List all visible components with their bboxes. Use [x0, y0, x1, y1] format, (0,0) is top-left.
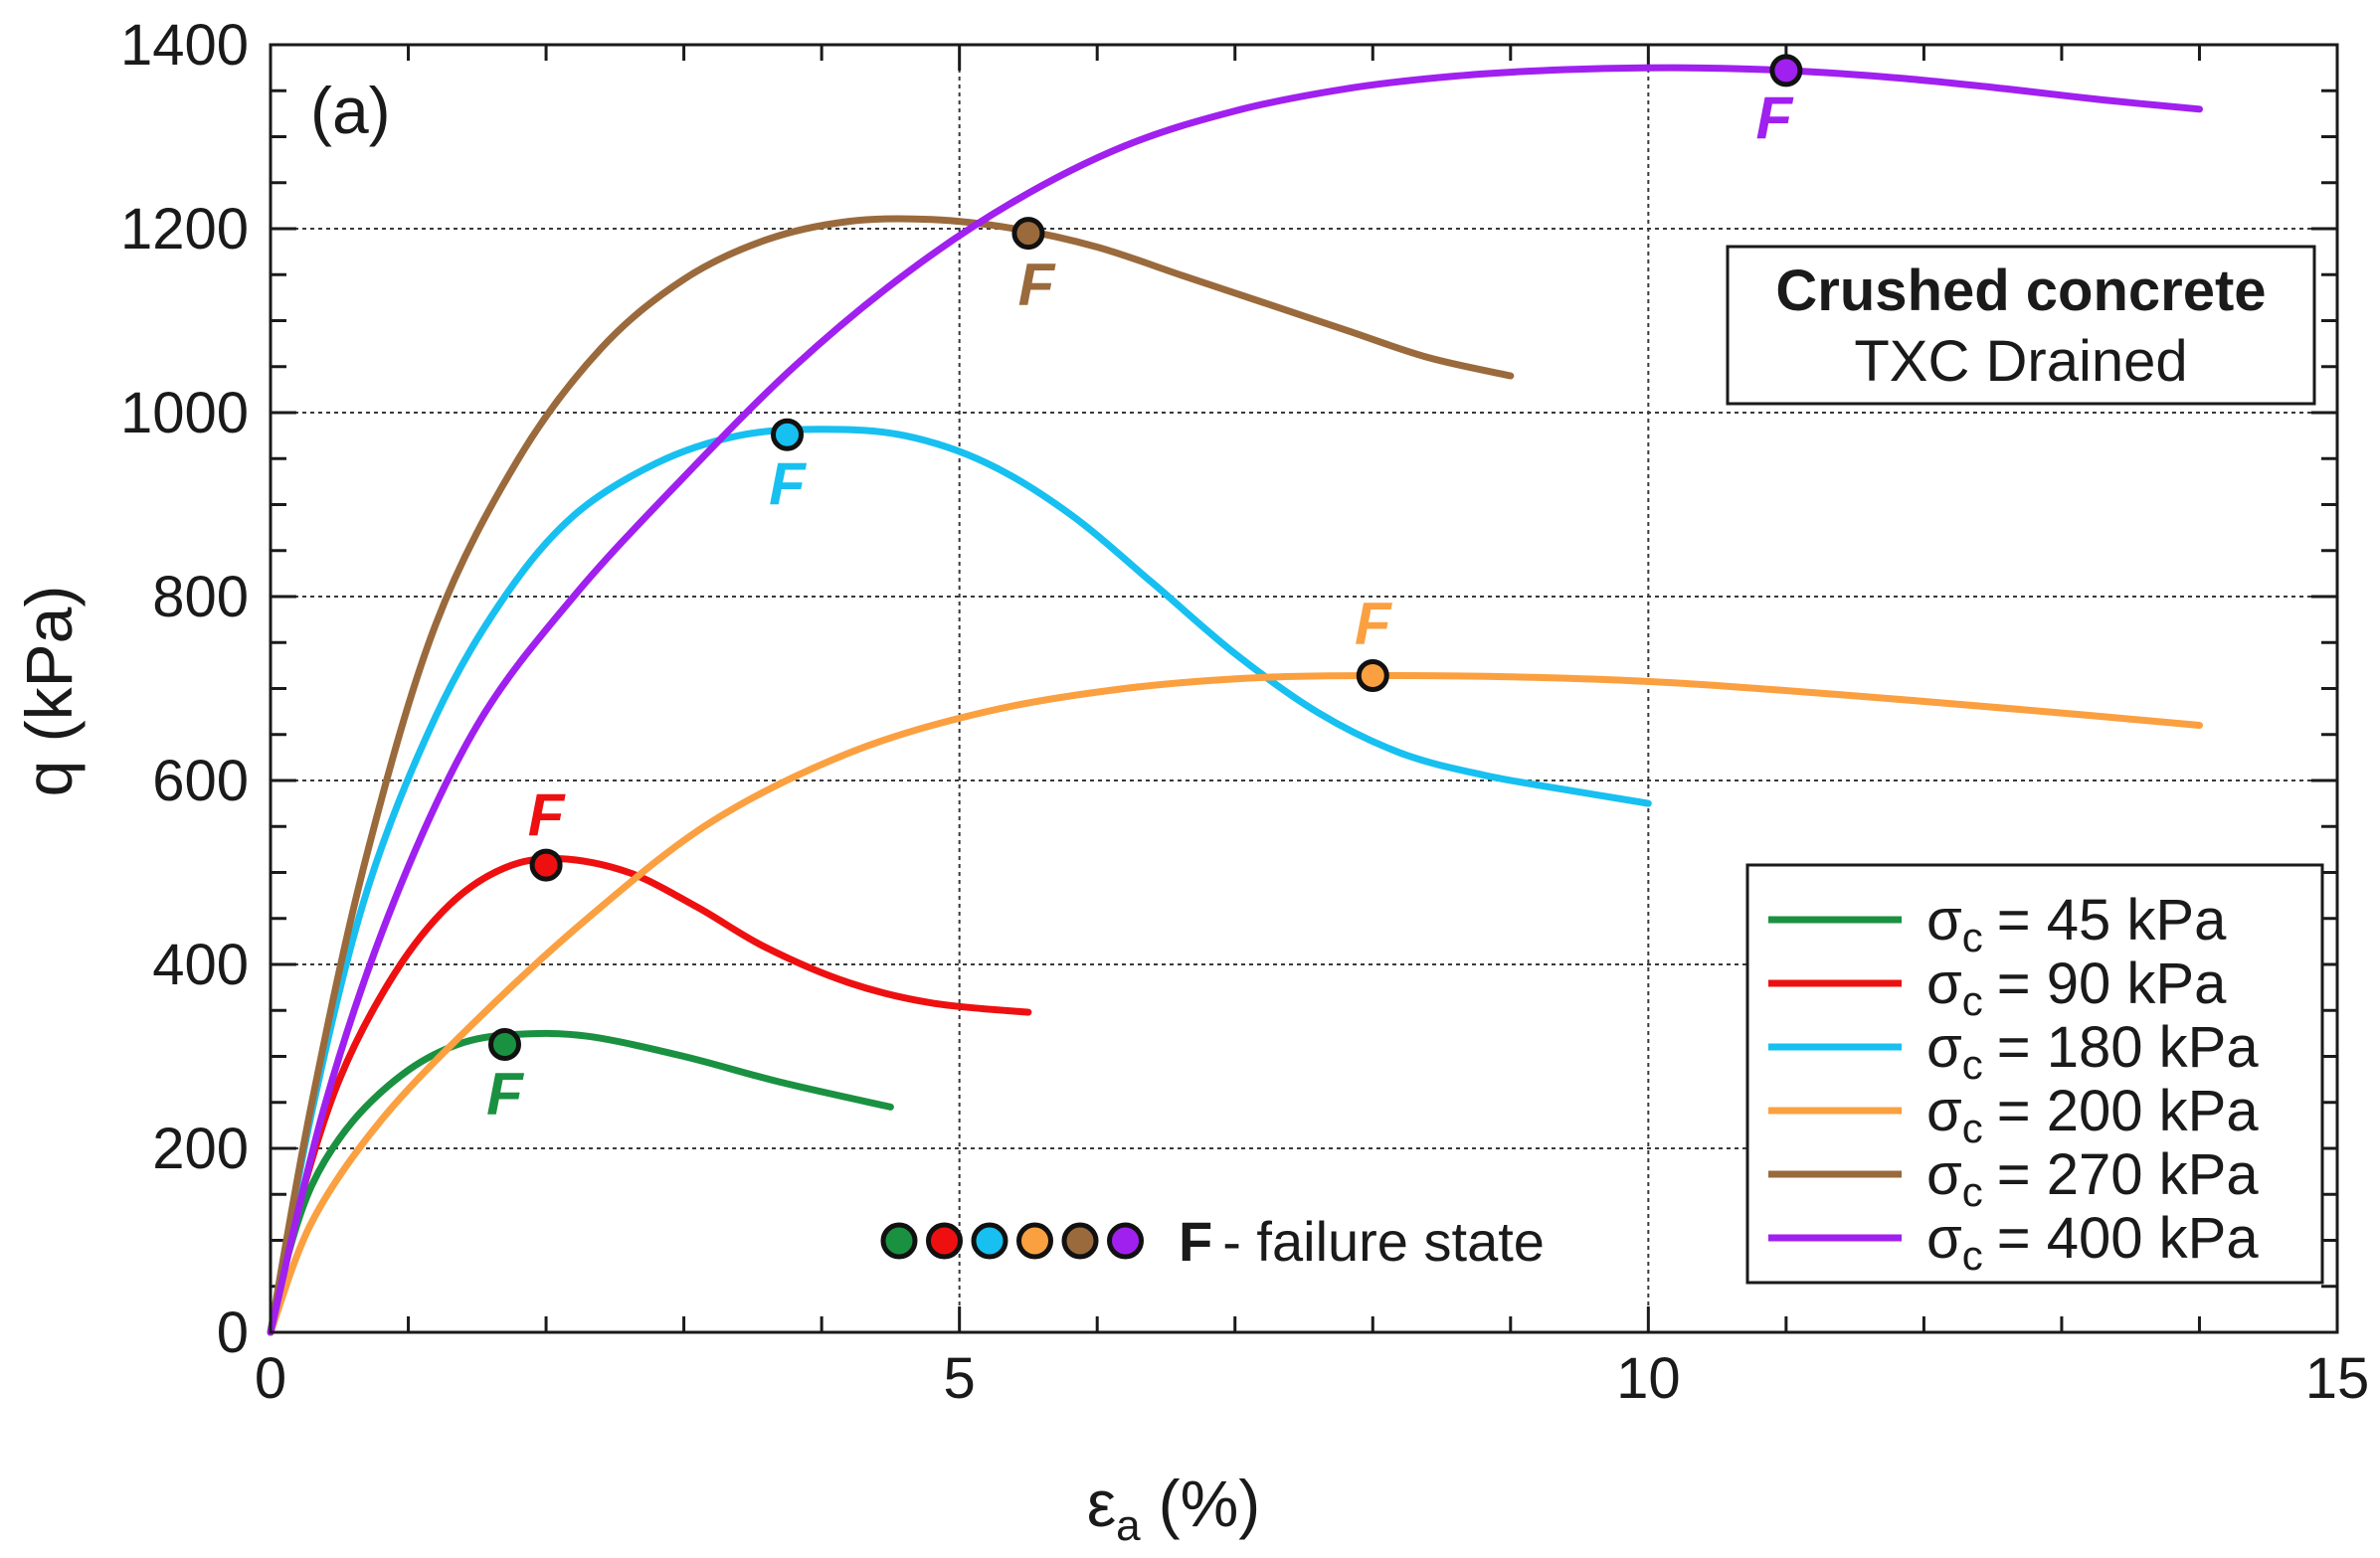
x-axis-subscript: a	[1116, 1501, 1141, 1550]
legend-value: = 270 kPa	[1997, 1142, 2260, 1207]
y-tick-label: 1000	[120, 381, 249, 445]
legend-sigma: σ	[1926, 952, 1962, 1016]
x-tick-label: 0	[255, 1346, 286, 1411]
chart-title: Crushed concrete	[1775, 259, 2266, 323]
title-box: Crushed concrete TXC Drained	[1726, 245, 2316, 406]
failure-markers: F F F F F F	[486, 54, 1803, 1126]
tick-labels: 0 5 10 15 0 200 400 600 800 1000 1200 1400	[120, 13, 2369, 1411]
legend-sigma: σ	[1926, 1142, 1962, 1207]
failure-label-5: F	[1018, 252, 1056, 318]
failure-note-dot-6	[1107, 1222, 1144, 1260]
legend-sigma: σ	[1926, 888, 1962, 952]
failure-point-5	[1011, 217, 1045, 251]
x-tick-label: 15	[2305, 1346, 2370, 1411]
panel-label: (a)	[310, 74, 391, 147]
legend-sigma-sub: c	[1962, 1041, 1983, 1088]
legend-frame	[1745, 863, 2324, 1285]
legend-sigma-sub: c	[1962, 1105, 1983, 1151]
failure-note: F- failure state	[880, 1210, 1545, 1273]
plot-frame	[269, 43, 2339, 1334]
legend-sigma: σ	[1926, 1015, 1962, 1080]
failure-point-3	[771, 418, 804, 451]
legend-value: = 90 kPa	[1997, 952, 2227, 1016]
legend-sigma-sub: c	[1962, 1168, 1983, 1215]
failure-note-dot-2	[926, 1222, 963, 1260]
failure-point-1	[488, 1027, 522, 1061]
failure-label-6: F	[1756, 85, 1794, 151]
legend-label-2: σc = 90 kPa	[1926, 952, 2227, 1024]
legend-label-4: σc = 200 kPa	[1926, 1079, 2259, 1151]
failure-note-label: - failure state	[1222, 1210, 1545, 1273]
x-axis-unit: (%)	[1159, 1467, 1261, 1540]
x-axis-title: εa (%)	[1087, 1467, 1261, 1550]
legend-label-3: σc = 180 kPa	[1926, 1015, 2259, 1088]
y-tick-label: 0	[217, 1300, 249, 1365]
legend-sigma-sub: c	[1962, 977, 1983, 1024]
failure-point-4	[1356, 659, 1389, 693]
x-tick-label: 5	[944, 1346, 976, 1411]
y-axis-title: q (kPa)	[12, 586, 86, 797]
legend-value: = 180 kPa	[1997, 1015, 2260, 1080]
y-tick-label: 800	[152, 565, 249, 629]
x-tick-label: 10	[1616, 1346, 1681, 1411]
series-line-3	[267, 426, 1652, 1336]
failure-label-2: F	[528, 781, 566, 848]
legend-label-5: σc = 270 kPa	[1926, 1142, 2259, 1215]
failure-point-6	[1769, 54, 1803, 87]
series-line-6	[267, 64, 2203, 1336]
failure-point-2	[529, 848, 563, 882]
legend-label-6: σc = 400 kPa	[1926, 1206, 2259, 1279]
legend-value: = 400 kPa	[1997, 1206, 2260, 1271]
failure-label-3: F	[769, 450, 807, 517]
y-tick-label: 1200	[120, 197, 249, 261]
legend-label-1: σc = 45 kPa	[1926, 888, 2227, 960]
legend-sigma-sub: c	[1962, 914, 1983, 960]
title-box-frame	[1726, 245, 2316, 406]
failure-note-dot-1	[880, 1222, 918, 1260]
failure-label-1: F	[486, 1060, 524, 1126]
failure-note-bold: F	[1179, 1210, 1212, 1273]
legend-value: = 200 kPa	[1997, 1079, 2260, 1143]
failure-note-text: F- failure state	[1179, 1210, 1545, 1273]
failure-note-dot-5	[1061, 1222, 1099, 1260]
y-tick-label: 600	[152, 749, 249, 813]
y-tick-label: 200	[152, 1117, 249, 1181]
chart-subtitle: TXC Drained	[1854, 329, 2187, 394]
failure-label-4: F	[1355, 591, 1392, 657]
series-line-5	[267, 215, 1515, 1336]
legend-sigma-sub: c	[1962, 1232, 1983, 1279]
legend-sigma: σ	[1926, 1206, 1962, 1271]
legend-value: = 45 kPa	[1997, 888, 2227, 952]
x-axis-symbol: ε	[1087, 1467, 1116, 1540]
failure-note-dot-4	[1016, 1222, 1053, 1260]
y-tick-label: 400	[152, 933, 249, 997]
failure-note-dot-3	[971, 1222, 1008, 1260]
legend-sigma: σ	[1926, 1079, 1962, 1143]
series-line-4	[267, 671, 2203, 1336]
y-tick-label: 1400	[120, 13, 249, 78]
